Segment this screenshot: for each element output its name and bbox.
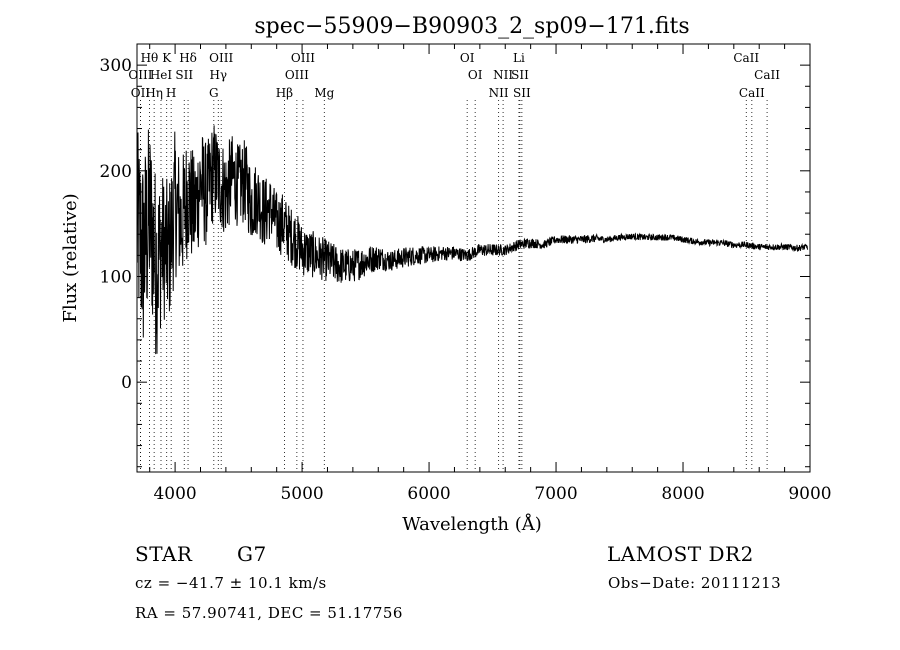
spectral-line-label: HeI — [150, 68, 173, 82]
x-tick-label: 7000 — [534, 484, 577, 504]
x-tick-label: 4000 — [153, 484, 196, 504]
survey-name: LAMOST DR2 — [607, 542, 754, 566]
spectrum-series — [136, 125, 808, 355]
observation-date: Obs−Date: 20111213 — [608, 574, 782, 592]
spectral-line-label: OII — [131, 86, 151, 100]
spectral-line-label: H — [166, 86, 176, 100]
spectral-line-label: CaII — [754, 68, 780, 82]
coordinates: RA = 57.90741, DEC = 51.17756 — [135, 604, 403, 622]
spectral-line-label: NII — [493, 68, 513, 82]
plot-frame — [136, 43, 811, 473]
y-tick-label: 100 — [100, 267, 132, 287]
spectral-line-label: OIII — [285, 68, 309, 82]
spectral-line-label: Hη — [145, 86, 163, 100]
x-tick-label: 6000 — [407, 484, 450, 504]
spectral-line-label: K — [162, 51, 172, 65]
chart-title: spec−55909−B90903_2_sp09−171.fits — [254, 14, 689, 39]
spectral-line-label: OIII — [209, 51, 233, 65]
x-tick-label: 9000 — [788, 484, 831, 504]
x-tick-label: 8000 — [661, 484, 704, 504]
axis-ticks: 4000 5000 6000 7000 8000 9000 0 100 200 300 — [100, 44, 832, 504]
spectral-line-label: SII — [175, 68, 193, 82]
spectral-line-label: OIII — [128, 68, 152, 82]
spectral-line-label: Mg — [314, 86, 334, 100]
spectral-line-label: NII — [489, 86, 509, 100]
y-axis-label: Flux (relative) — [60, 193, 81, 322]
spectral-line-label: Hγ — [209, 68, 227, 82]
x-tick-label: 5000 — [280, 484, 323, 504]
object-class: STAR — [135, 542, 193, 566]
spectral-line-label: SII — [513, 86, 531, 100]
object-subclass: G7 — [237, 542, 267, 566]
y-tick-label: 0 — [121, 373, 132, 393]
spectral-line-label: SII — [511, 68, 529, 82]
x-axis-label: Wavelength (Å) — [402, 513, 542, 535]
y-tick-label: 200 — [100, 162, 132, 182]
spectral-line-label: Hδ — [179, 51, 197, 65]
spectral-line-label: Hβ — [276, 86, 293, 100]
spectral-line-label: OI — [460, 51, 475, 65]
spectral-line-label: CaII — [739, 86, 765, 100]
spectral-line-label: CaII — [733, 51, 759, 65]
spectral-line-label: Hθ — [141, 51, 159, 65]
spectral-line-label: OIII — [291, 51, 315, 65]
spectral-line-label: OI — [468, 68, 483, 82]
redshift-cz: cz = −41.7 ± 10.1 km/s — [135, 574, 327, 592]
spectral-line-label: G — [209, 86, 219, 100]
y-tick-label: 300 — [100, 56, 132, 76]
spectral-line-label: Li — [513, 51, 525, 65]
